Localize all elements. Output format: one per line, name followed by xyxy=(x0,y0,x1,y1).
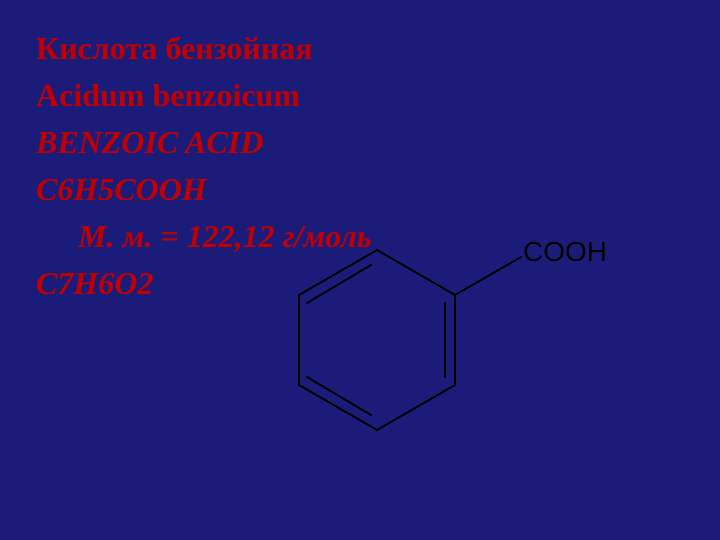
slide: Кислота бензойная Acidum benzoicum BENZO… xyxy=(0,0,720,540)
formula-mol: C7H6O2 xyxy=(36,263,684,304)
title-latin: Acidum benzoicum xyxy=(36,75,684,116)
title-en: BENZOIC ACID xyxy=(36,122,684,163)
title-ru: Кислота бензойная xyxy=(36,28,684,69)
molar-mass: М. м. = 122,12 г/моль xyxy=(36,216,684,257)
formula-cond: С6Н5СООН xyxy=(36,169,684,210)
text-block: Кислота бензойная Acidum benzoicum BENZO… xyxy=(36,28,684,304)
